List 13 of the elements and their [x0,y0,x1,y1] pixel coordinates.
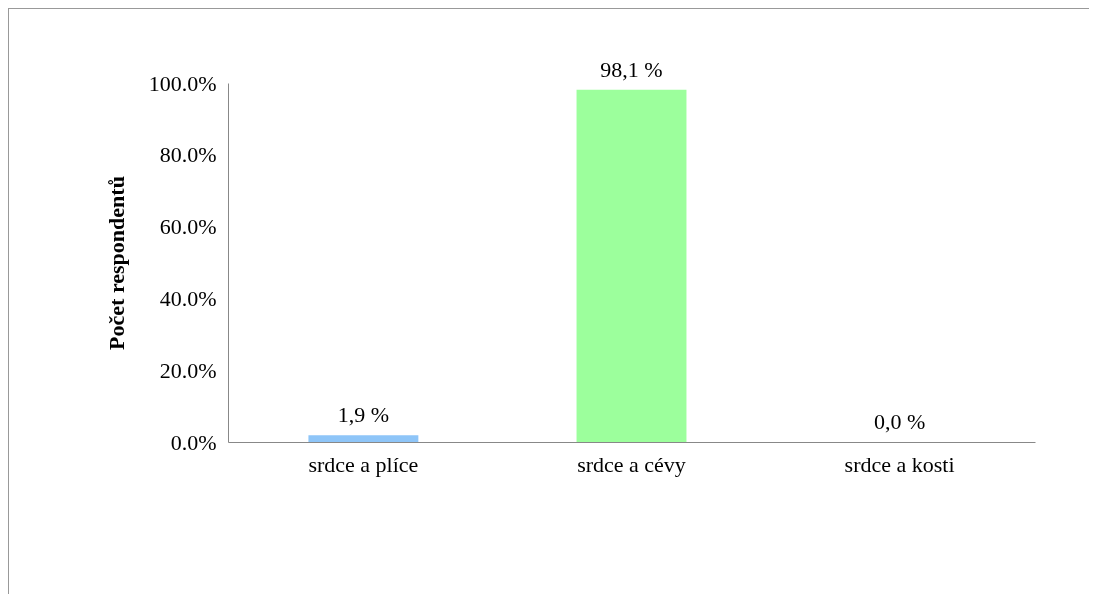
y-tick-label: 80.0% [159,142,217,168]
x-tick-label: srdce a cévy [577,451,686,477]
y-axis-title: Počet respondentů [103,176,129,350]
y-tick-label: 100.0% [148,70,217,96]
data-label: 98,1 % [600,56,663,82]
data-label: 0,0 % [873,409,926,434]
y-tick-label: 60.0% [159,214,217,240]
x-tick-label: srdce a kosti [844,451,955,477]
data-label: 1,9 % [337,402,390,428]
x-tick-label: srdce a plíce [308,451,419,477]
y-tick-label: 40.0% [159,285,217,311]
y-tick-label: 0.0% [170,429,217,455]
y-tick-label: 20.0% [159,357,217,383]
